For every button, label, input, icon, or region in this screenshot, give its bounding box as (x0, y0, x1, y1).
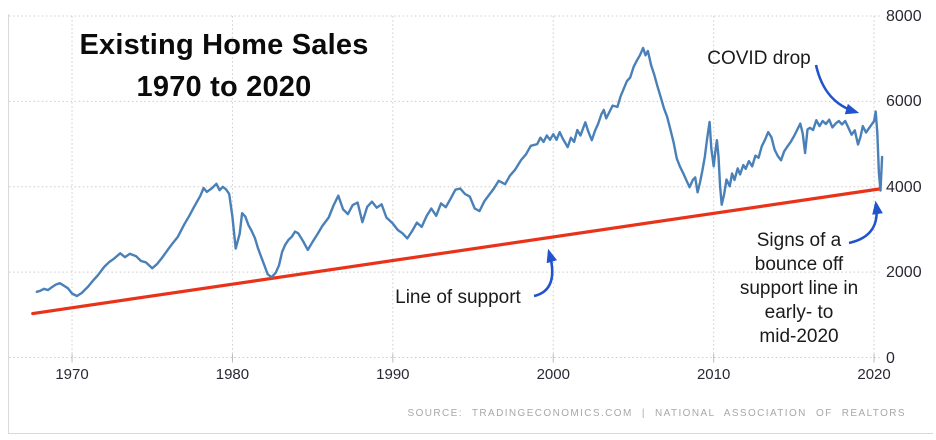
support-line (31, 187, 882, 316)
chart-title-line1: Existing Home Sales (79, 29, 369, 61)
sales-line-series (35, 46, 884, 298)
x-tick-label: 2010 (696, 366, 731, 383)
bounce-arrow (848, 200, 883, 245)
covid-drop-annotation: COVID drop (707, 48, 811, 69)
line-of-support-annotation: Line of support (395, 287, 521, 308)
support-arrow (533, 248, 558, 298)
chart-title: Existing Home Sales 1970 to 2020 (28, 24, 420, 108)
y-tick-label: 0 (886, 349, 895, 367)
x-tick-label: 1970 (55, 366, 89, 383)
y-tick-label: 8000 (886, 8, 922, 25)
x-tick-label: 1980 (215, 366, 250, 383)
source-attribution: SOURCE: TRADINGECONOMICS.COM | NATIONAL … (407, 408, 906, 419)
x-tick-label: 2020 (857, 366, 891, 383)
y-tick-label: 2000 (886, 264, 922, 282)
y-tick-label: 4000 (886, 178, 922, 196)
bounce-annotation: Signs of a bounce off support line in ea… (739, 230, 859, 347)
y-tick-label: 6000 (886, 93, 922, 111)
covid-arrow (814, 64, 860, 115)
x-tick-label: 2000 (536, 366, 570, 383)
x-tick-label: 1990 (376, 366, 410, 383)
chart-title-line2: 1970 to 2020 (136, 71, 312, 103)
